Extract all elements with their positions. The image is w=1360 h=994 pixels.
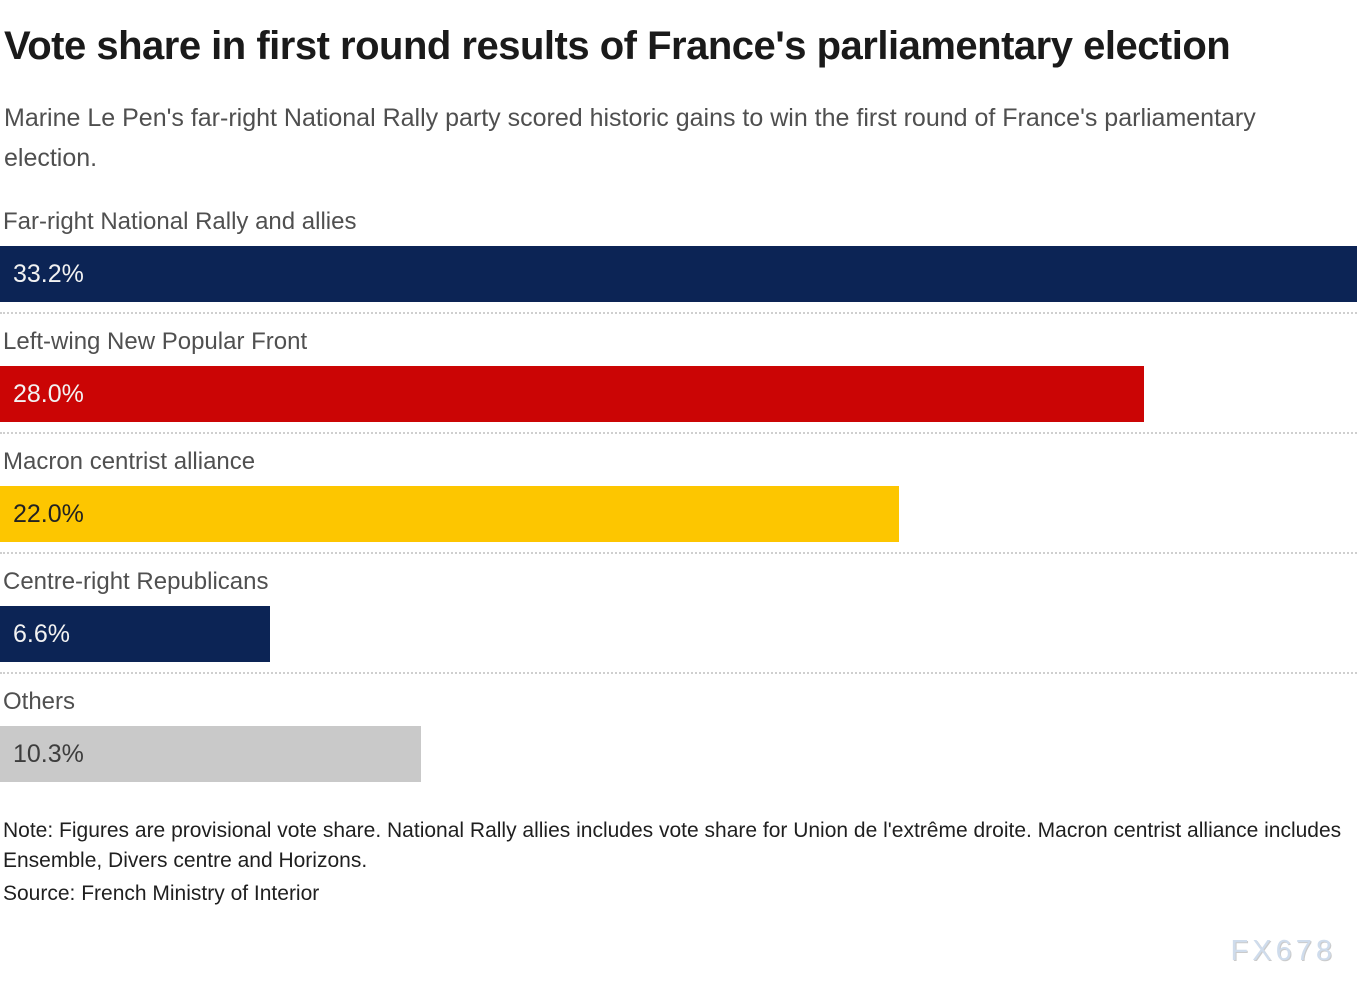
watermark: FX678 — [1230, 935, 1336, 967]
chart-row: Left-wing New Popular Front 28.0% — [0, 330, 1357, 434]
bar-category-label: Macron centrist alliance — [3, 448, 256, 475]
bar: 10.3% — [0, 726, 421, 782]
bar: 28.0% — [0, 366, 1145, 422]
page-title: Vote share in first round results of Fra… — [4, 24, 1231, 68]
chart-row: Macron centrist alliance 22.0% — [0, 450, 1357, 554]
row-separator — [0, 672, 1357, 674]
bar-value-label: 10.3% — [13, 739, 84, 768]
bar-value-label: 6.6% — [13, 619, 70, 648]
chart-row: Far-right National Rally and allies 33.2… — [0, 210, 1357, 314]
bar-category-label: Far-right National Rally and allies — [3, 208, 357, 235]
bar-category-label: Centre-right Republicans — [3, 568, 269, 595]
chart-row: Others 10.3% — [0, 690, 1357, 782]
row-separator — [0, 312, 1357, 314]
bar: 33.2% — [0, 246, 1357, 302]
bar-chart: Far-right National Rally and allies 33.2… — [0, 210, 1360, 782]
row-separator — [0, 552, 1357, 554]
bar-value-label: 28.0% — [13, 379, 84, 408]
chart-note: Note: Figures are provisional vote share… — [3, 819, 1342, 872]
bar: 22.0% — [0, 486, 900, 542]
bar-category-label: Others — [3, 688, 76, 715]
bar-category-label: Left-wing New Popular Front — [3, 328, 308, 355]
chart-row: Centre-right Republicans 6.6% — [0, 570, 1357, 674]
bar-value-label: 33.2% — [13, 259, 84, 288]
bar-value-label: 22.0% — [13, 499, 84, 528]
row-separator — [0, 432, 1357, 434]
chart-source: Source: French Ministry of Interior — [3, 882, 320, 905]
bar: 6.6% — [0, 606, 270, 662]
page-subtitle: Marine Le Pen's far-right National Rally… — [4, 104, 1256, 172]
